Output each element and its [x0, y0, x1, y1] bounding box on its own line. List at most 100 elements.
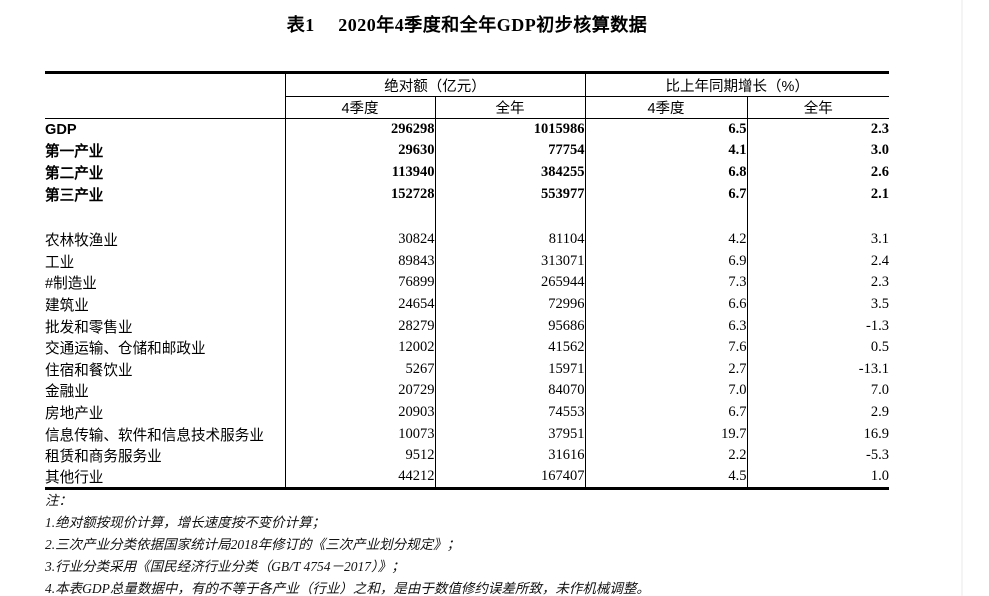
note-line-3: 3.行业分类采用《国民经济行业分类（GB/T 4754－2017）》；: [45, 559, 405, 574]
cell-year-growth: 0.5: [746, 336, 889, 359]
row-label: 第一产业: [45, 144, 104, 161]
page-edge-line: [961, 0, 963, 596]
cell-q4-growth: 6.8: [584, 161, 747, 184]
cell-year-growth: -5.3: [746, 444, 889, 467]
row-label: #制造业: [45, 276, 97, 293]
cell-q4-abs: 5267: [284, 358, 435, 381]
notes: 注： 1.绝对额按现价计算，增长速度按不变价计算； 2.三次产业分类依据国家统计…: [45, 490, 945, 596]
row-label: 第二产业: [45, 165, 104, 182]
table-row-industry: 工业 89843 313071 6.9 2.4: [45, 250, 889, 273]
cell-year-abs: 37951: [434, 423, 585, 445]
corner-cell: [45, 72, 285, 119]
table-row-tertiary-industry: 第三产业 152728 553977 6.7 2.1: [45, 183, 889, 205]
cell-q4-abs: 9512: [284, 444, 435, 467]
cell-q4-abs: 89843: [284, 250, 435, 273]
notes-heading: 注：: [45, 493, 72, 508]
cell-year-growth: 2.6: [746, 161, 889, 184]
cell-year-abs: 41562: [434, 336, 585, 359]
cell-q4-abs: 20729: [284, 380, 435, 402]
cell-q4-growth: 6.3: [584, 315, 747, 337]
cell-year-growth: 3.0: [746, 140, 889, 162]
cell-year-abs: 31616: [434, 444, 585, 467]
table-row-manufacturing: #制造业 76899 265944 7.3 2.3: [45, 272, 889, 294]
cell-q4-abs: 30824: [284, 228, 435, 251]
cell-q4-growth: 6.6: [584, 293, 747, 316]
row-label: 信息传输、软件和信息技术服务业: [45, 427, 264, 444]
cell-q4-abs: 296298: [284, 118, 435, 141]
table-row-finance: 金融业 20729 84070 7.0 7.0: [45, 380, 889, 402]
cell-q4-abs: 29630: [284, 140, 435, 162]
cell-q4-abs: 20903: [284, 401, 435, 424]
cell-q4-growth: 7.0: [584, 380, 747, 402]
cell-year-abs: 313071: [434, 250, 585, 273]
cell-q4-abs: 10073: [284, 423, 435, 445]
cell-q4-abs: 152728: [284, 183, 435, 205]
table-row-agriculture: 农林牧渔业 30824 81104 4.2 3.1: [45, 228, 889, 251]
table-row-gdp: GDP 296298 1015986 6.5 2.3: [45, 118, 889, 141]
cell-year-abs: 72996: [434, 293, 585, 316]
cell-year-abs: 15971: [434, 358, 585, 381]
header-absolute-amount: 绝对额（亿元）: [284, 72, 585, 97]
cell-q4-growth: 19.7: [584, 423, 747, 445]
subheader-growth-q4: 4季度: [584, 96, 747, 119]
row-label: 其他行业: [45, 470, 104, 487]
cell-year-growth: 3.5: [746, 293, 889, 316]
cell-q4-growth: 4.5: [584, 466, 747, 489]
cell-q4-growth: 2.7: [584, 358, 747, 381]
note-line-2: 2.三次产业分类依据国家统计局2018年修订的《三次产业划分规定》；: [45, 537, 461, 552]
table-row-construction: 建筑业 24654 72996 6.6 3.5: [45, 293, 889, 316]
cell-q4-abs: 12002: [284, 336, 435, 359]
row-label: 租赁和商务服务业: [45, 449, 162, 466]
cell-q4-abs: 24654: [284, 293, 435, 316]
table-row-leasing-business-services: 租赁和商务服务业 9512 31616 2.2 -5.3: [45, 444, 889, 467]
cell-q4-growth: 2.2: [584, 444, 747, 467]
row-label: 批发和零售业: [45, 319, 133, 336]
cell-q4-growth: 4.2: [584, 228, 747, 251]
cell-year-abs: 84070: [434, 380, 585, 402]
row-label: 第三产业: [45, 187, 104, 204]
cell-q4-growth: 6.9: [584, 250, 747, 273]
header-yoy-growth: 比上年同期增长（%）: [584, 72, 889, 97]
spacer-row: [45, 204, 889, 229]
table-row-hotels-catering: 住宿和餐饮业 5267 15971 2.7 -13.1: [45, 358, 889, 381]
cell-q4-growth: 7.3: [584, 272, 747, 294]
cell-q4-abs: 28279: [284, 315, 435, 337]
cell-year-abs: 265944: [434, 272, 585, 294]
cell-q4-growth: 4.1: [584, 140, 747, 162]
cell-year-growth: 16.9: [746, 423, 889, 445]
cell-year-growth: 1.0: [746, 466, 889, 489]
cell-year-growth: 3.1: [746, 228, 889, 251]
cell-year-growth: -1.3: [746, 315, 889, 337]
table-row-other-industries: 其他行业 44212 167407 4.5 1.0: [45, 466, 889, 489]
cell-year-abs: 74553: [434, 401, 585, 424]
cell-q4-abs: 44212: [284, 466, 435, 489]
cell-q4-abs: 113940: [284, 161, 435, 184]
cell-q4-growth: 7.6: [584, 336, 747, 359]
cell-year-abs: 167407: [434, 466, 585, 489]
table-title: 表1 2020年4季度和全年GDP初步核算数据: [286, 15, 648, 35]
gdp-table: 绝对额（亿元） 比上年同期增长（%） 4季度 全年 4季度 全年 GDP 296…: [45, 71, 889, 491]
subheader-abs-year: 全年: [434, 96, 585, 119]
table-row-it-services: 信息传输、软件和信息技术服务业 10073 37951 19.7 16.9: [45, 423, 889, 445]
cell-year-abs: 553977: [434, 183, 585, 205]
header-group-row: 绝对额（亿元） 比上年同期增长（%）: [45, 72, 889, 119]
note-line-1: 1.绝对额按现价计算，增长速度按不变价计算；: [45, 515, 326, 530]
cell-year-abs: 1015986: [434, 118, 585, 141]
cell-year-abs: 95686: [434, 315, 585, 337]
cell-year-growth: 2.1: [746, 183, 889, 205]
cell-year-growth: 2.3: [746, 118, 889, 141]
cell-year-abs: 77754: [434, 140, 585, 162]
table-row-real-estate: 房地产业 20903 74553 6.7 2.9: [45, 401, 889, 424]
table-row-wholesale-retail: 批发和零售业 28279 95686 6.3 -1.3: [45, 315, 889, 337]
cell-year-growth: 2.3: [746, 272, 889, 294]
table-row-transport-storage-post: 交通运输、仓储和邮政业 12002 41562 7.6 0.5: [45, 336, 889, 359]
table-row-primary-industry: 第一产业 29630 77754 4.1 3.0: [45, 140, 889, 162]
row-label: 房地产业: [45, 405, 104, 422]
header-sub-row: 4季度 全年 4季度 全年: [45, 96, 889, 119]
cell-q4-growth: 6.7: [584, 183, 747, 205]
cell-year-abs: 384255: [434, 161, 585, 184]
cell-year-growth: 2.4: [746, 250, 889, 273]
note-line-4: 4.本表GDP总量数据中，有的不等于各产业（行业）之和，是由于数值修约误差所致，…: [45, 581, 650, 596]
cell-q4-growth: 6.7: [584, 401, 747, 424]
